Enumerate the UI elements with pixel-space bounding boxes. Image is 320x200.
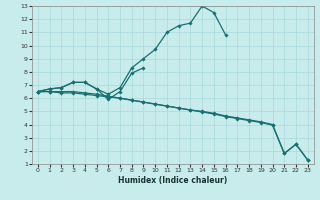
X-axis label: Humidex (Indice chaleur): Humidex (Indice chaleur) xyxy=(118,176,228,185)
